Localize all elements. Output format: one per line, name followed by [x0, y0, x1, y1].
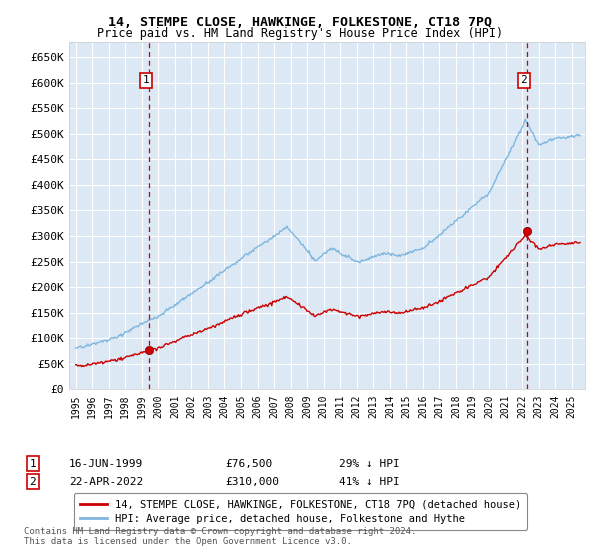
Text: 29% ↓ HPI: 29% ↓ HPI	[339, 459, 400, 469]
Text: 1: 1	[29, 459, 37, 469]
Text: £76,500: £76,500	[225, 459, 272, 469]
Text: 22-APR-2022: 22-APR-2022	[69, 477, 143, 487]
Text: 14, STEMPE CLOSE, HAWKINGE, FOLKESTONE, CT18 7PQ: 14, STEMPE CLOSE, HAWKINGE, FOLKESTONE, …	[108, 16, 492, 29]
Text: £310,000: £310,000	[225, 477, 279, 487]
Legend: 14, STEMPE CLOSE, HAWKINGE, FOLKESTONE, CT18 7PQ (detached house), HPI: Average : 14, STEMPE CLOSE, HAWKINGE, FOLKESTONE, …	[74, 493, 527, 530]
Text: Price paid vs. HM Land Registry's House Price Index (HPI): Price paid vs. HM Land Registry's House …	[97, 27, 503, 40]
Text: Contains HM Land Registry data © Crown copyright and database right 2024.
This d: Contains HM Land Registry data © Crown c…	[24, 526, 416, 546]
Text: 1: 1	[143, 75, 149, 85]
Text: 16-JUN-1999: 16-JUN-1999	[69, 459, 143, 469]
Text: 2: 2	[521, 75, 527, 85]
Text: 2: 2	[29, 477, 37, 487]
Text: 41% ↓ HPI: 41% ↓ HPI	[339, 477, 400, 487]
